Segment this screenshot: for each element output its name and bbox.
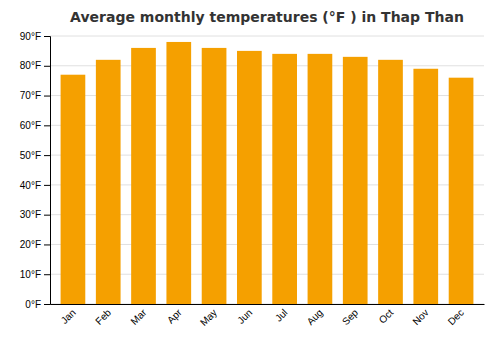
x-tick: Sep bbox=[340, 307, 361, 328]
x-tick: Mar bbox=[128, 306, 148, 326]
y-axis-line bbox=[44, 37, 51, 305]
x-tick: Dec bbox=[446, 307, 466, 327]
bars bbox=[61, 42, 474, 304]
y-tick: 90°F bbox=[20, 31, 50, 42]
y-tick: 50°F bbox=[20, 150, 50, 161]
bar bbox=[378, 60, 403, 304]
x-tick-label: Dec bbox=[446, 307, 466, 327]
x-tick-label: Sep bbox=[340, 307, 361, 328]
y-tick-mark bbox=[44, 66, 50, 67]
x-axis-line bbox=[51, 304, 485, 305]
bar bbox=[202, 48, 227, 304]
y-tick-mark bbox=[44, 96, 50, 97]
x-tick-label: May bbox=[198, 307, 219, 328]
bar bbox=[413, 69, 438, 304]
y-tick-label: 0°F bbox=[25, 299, 41, 310]
y-tick: 80°F bbox=[20, 60, 50, 71]
chart: 0°F 10°F 20°F 30°F 40°F 50°F 60°F 70°F 80°F 90°F J… bbox=[0, 0, 500, 350]
x-axis: Jan Feb Mar Apr May Jun Jul Aug Sep Oct Nov Dec bbox=[51, 305, 485, 328]
bar bbox=[166, 42, 191, 304]
y-tick: 60°F bbox=[20, 120, 50, 131]
x-tick: Feb bbox=[93, 307, 113, 327]
y-tick-mark bbox=[44, 304, 50, 305]
y-tick-mark bbox=[44, 274, 50, 275]
x-tick-label: Feb bbox=[93, 307, 113, 327]
x-tick: Apr bbox=[165, 306, 184, 325]
bar bbox=[308, 54, 333, 304]
y-tick-label: 50°F bbox=[20, 150, 41, 161]
bar bbox=[96, 60, 121, 304]
plot: 0°F 10°F 20°F 30°F 40°F 50°F 60°F 70°F 80°F 90°F J… bbox=[20, 31, 485, 328]
y-tick: 40°F bbox=[20, 180, 50, 191]
y-tick: 10°F bbox=[20, 269, 50, 280]
y-tick-label: 30°F bbox=[20, 209, 41, 220]
grid bbox=[50, 36, 484, 304]
x-tick: Jan bbox=[59, 307, 78, 326]
y-tick-mark bbox=[44, 155, 50, 156]
y-tick: 70°F bbox=[20, 90, 50, 101]
y-tick-mark bbox=[44, 36, 50, 37]
y-tick: 30°F bbox=[20, 209, 50, 220]
x-tick-label: Apr bbox=[165, 306, 184, 325]
bar bbox=[237, 51, 262, 304]
bar bbox=[61, 75, 86, 304]
y-axis: 0°F 10°F 20°F 30°F 40°F 50°F 60°F 70°F 80°F 90°F bbox=[20, 31, 51, 310]
x-tick-label: Jan bbox=[59, 307, 78, 326]
x-tick: Nov bbox=[410, 307, 430, 327]
y-tick-label: 80°F bbox=[20, 60, 41, 71]
x-tick-label: Jun bbox=[235, 307, 254, 326]
y-tick-mark bbox=[44, 215, 50, 216]
y-tick-mark bbox=[44, 244, 50, 245]
y-tick: 20°F bbox=[20, 239, 50, 250]
bar bbox=[131, 48, 156, 304]
bar bbox=[272, 54, 297, 304]
y-tick-label: 60°F bbox=[20, 120, 41, 131]
x-tick: Jun bbox=[235, 307, 254, 326]
x-tick-label: Jul bbox=[273, 307, 290, 324]
y-tick-label: 10°F bbox=[20, 269, 41, 280]
bar bbox=[449, 78, 474, 304]
x-tick: Jul bbox=[273, 307, 290, 324]
y-tick-label: 70°F bbox=[20, 90, 41, 101]
y-tick-label: 90°F bbox=[20, 31, 41, 42]
y-tick-label: 20°F bbox=[20, 239, 41, 250]
x-tick: Oct bbox=[377, 307, 396, 326]
y-tick-label: 40°F bbox=[20, 180, 41, 191]
x-tick-label: Oct bbox=[377, 307, 396, 326]
x-tick-label: Nov bbox=[410, 307, 430, 327]
x-tick: May bbox=[198, 307, 219, 328]
y-tick: 0°F bbox=[25, 299, 50, 310]
y-tick-mark bbox=[44, 185, 50, 186]
grid-line bbox=[50, 36, 484, 37]
x-tick-label: Aug bbox=[305, 307, 325, 327]
title: Average monthly temperatures (°F ) in Th… bbox=[70, 9, 464, 25]
x-tick-label: Mar bbox=[128, 306, 148, 326]
x-tick: Aug bbox=[305, 307, 325, 327]
bar bbox=[343, 57, 368, 304]
y-tick-mark bbox=[44, 125, 50, 126]
